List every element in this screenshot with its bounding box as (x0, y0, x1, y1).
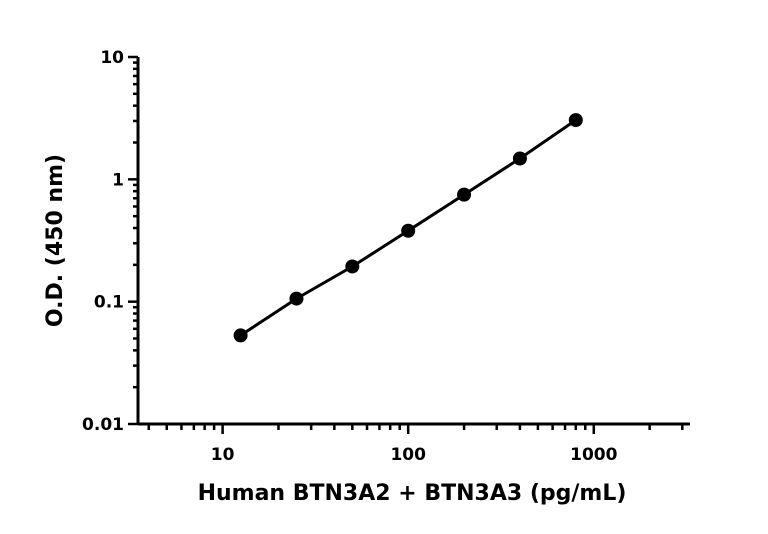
data-point (401, 223, 416, 238)
x-tick-label: 100 (390, 445, 426, 465)
tick-marks (128, 55, 684, 434)
data-point (512, 151, 527, 166)
x-tick-label: 10 (211, 445, 235, 465)
data-point (568, 113, 583, 128)
x-axis-title: Human BTN3A2 + BTN3A3 (pg/mL) (198, 481, 627, 506)
data-point (345, 259, 360, 274)
data-point (289, 291, 304, 306)
y-tick-label: 0.01 (82, 415, 124, 435)
data-point (457, 187, 472, 202)
data-point (233, 328, 248, 343)
tick-labels: 0.01 0.1 1 10 10 100 1000 (82, 48, 618, 465)
y-tick-label: 10 (100, 48, 124, 68)
y-tick-label: 0.1 (94, 293, 124, 313)
axes (136, 57, 690, 426)
y-tick-label: 1 (112, 170, 124, 190)
x-tick-label: 1000 (570, 445, 617, 465)
plot-area (233, 113, 583, 343)
y-axis-title: O.D. (450 nm) (43, 154, 68, 327)
